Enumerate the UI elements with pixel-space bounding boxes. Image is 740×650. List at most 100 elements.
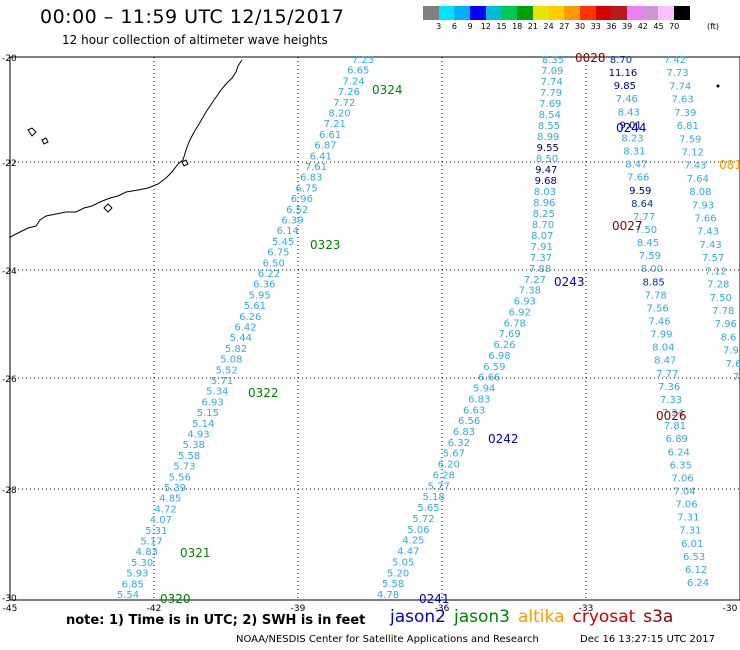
y-tick-label: -24 bbox=[2, 267, 17, 277]
swh-value: 7.37 bbox=[530, 253, 552, 264]
swh-value: 7.26 bbox=[338, 87, 360, 98]
swh-value: 5.58 bbox=[382, 579, 404, 590]
swh-value: 8.23 bbox=[621, 133, 643, 144]
swh-value: 8.55 bbox=[538, 121, 560, 132]
swh-value: 6.78 bbox=[504, 318, 526, 329]
colorbar-swatch bbox=[501, 6, 518, 20]
swh-value: 7.38 bbox=[519, 286, 541, 297]
pass-labels: 0320 0321 0322 0323 0324 0241 0242 0243 … bbox=[160, 51, 740, 606]
swh-value: 6.89 bbox=[666, 434, 688, 445]
swh-value: 5.18 bbox=[422, 492, 444, 503]
legend-entry: altika bbox=[518, 607, 565, 627]
colorbar-unit: (ft) bbox=[707, 22, 720, 31]
y-tick-label: -30 bbox=[2, 594, 17, 604]
pass-label: 0242 bbox=[488, 432, 519, 446]
wave-height-tracks: 7.236.657.247.267.728.207.216.616.876.41… bbox=[117, 55, 740, 601]
x-tick-label: -39 bbox=[291, 604, 306, 614]
swh-value: 5.31 bbox=[145, 526, 167, 537]
swh-value: 6.35 bbox=[670, 460, 692, 471]
swh-value: 7.61 bbox=[305, 162, 327, 173]
swh-value: 5.95 bbox=[248, 290, 270, 301]
colorbar-label: 36 bbox=[606, 22, 617, 31]
colorbar-swatch bbox=[548, 6, 565, 20]
swh-value: 7.69 bbox=[539, 99, 561, 110]
swh-value: 5.54 bbox=[117, 590, 139, 601]
swh-value: 9.85 bbox=[614, 81, 636, 92]
colorbar-label: 3 bbox=[436, 22, 442, 31]
swh-value: 8.08 bbox=[689, 187, 711, 198]
swh-value: 7.28 bbox=[707, 280, 729, 291]
swh-value: 5.30 bbox=[131, 558, 153, 569]
swh-value: 6.41 bbox=[310, 151, 332, 162]
swh-value: 6.98 bbox=[488, 351, 510, 362]
swh-value: 6.32 bbox=[448, 438, 470, 449]
swh-value: 7.74 bbox=[541, 77, 563, 88]
swh-value: 5.05 bbox=[392, 557, 414, 568]
swh-value: 4.25 bbox=[402, 536, 424, 547]
swh-value: 6.56 bbox=[458, 416, 480, 427]
swh-value: 7.24 bbox=[342, 76, 364, 87]
swh-value: 6.93 bbox=[514, 297, 536, 308]
swh-value: 4.72 bbox=[154, 504, 176, 515]
colorbar-label: 21 bbox=[527, 22, 538, 31]
y-tick-label: -22 bbox=[2, 159, 17, 169]
swh-value: 7.31 bbox=[677, 513, 699, 524]
colorbar-swatch bbox=[595, 6, 612, 20]
swh-value: 6.01 bbox=[681, 539, 703, 550]
swh-value: 6.83 bbox=[453, 427, 475, 438]
swh-value: 7.81 bbox=[664, 421, 686, 432]
satellite-legend: jason2 jason3 altika cryosat s3a bbox=[390, 607, 681, 627]
colorbar-label: 70 bbox=[669, 22, 680, 31]
swh-value: 6.53 bbox=[683, 552, 705, 563]
credit-line: NOAA/NESDIS Center for Satellite Applica… bbox=[236, 634, 539, 645]
colorbar-label: 27 bbox=[559, 22, 570, 31]
page-subtitle: 12 hour collection of altimeter wave hei… bbox=[62, 33, 328, 47]
swh-value: 5.14 bbox=[192, 419, 214, 430]
swh-value: 5.06 bbox=[407, 525, 429, 536]
swh-value: 7.77 bbox=[633, 212, 655, 223]
swh-value: 6.26 bbox=[239, 312, 261, 323]
swh-value: 7.23 bbox=[352, 55, 374, 66]
colorbar-swatch bbox=[454, 6, 471, 20]
colorbar-label: 39 bbox=[622, 22, 633, 31]
pass-label: 0324 bbox=[372, 83, 403, 97]
swh-value: 6.50 bbox=[263, 258, 285, 269]
swh-value: 8.03 bbox=[534, 187, 556, 198]
swh-value: 6.81 bbox=[677, 121, 699, 132]
colorbar-label: 12 bbox=[480, 22, 491, 31]
swh-value: 9.59 bbox=[629, 186, 651, 197]
swh-value: 7.9 bbox=[723, 346, 739, 357]
swh-value: 4.07 bbox=[150, 515, 172, 526]
swh-value: 7 bbox=[733, 372, 739, 383]
swh-value: 8.99 bbox=[537, 132, 559, 143]
swh-value: 6.85 bbox=[122, 579, 144, 590]
island bbox=[103, 203, 113, 213]
swh-value: 7.63 bbox=[671, 95, 693, 106]
swh-value: 7.46 bbox=[616, 94, 638, 105]
swh-value: 7.77 bbox=[656, 369, 678, 380]
swh-value: 8.85 bbox=[643, 277, 665, 288]
colorbar-swatch bbox=[517, 6, 533, 20]
swh-value: 8.25 bbox=[533, 209, 555, 220]
swh-value: 4.85 bbox=[159, 494, 181, 505]
y-axis-labels: -20 -22 -24 -26 -28 -30 bbox=[2, 54, 17, 604]
colorbar-swatch bbox=[674, 6, 690, 20]
x-tick-label: -30 bbox=[723, 604, 738, 614]
island bbox=[181, 159, 189, 167]
swh-value: 7.33 bbox=[660, 395, 682, 406]
swh-value: 6.93 bbox=[201, 397, 223, 408]
swh-value: 6.28 bbox=[433, 471, 455, 482]
swh-value: 8.31 bbox=[623, 147, 645, 158]
pass-label: 0027 bbox=[612, 219, 643, 233]
swh-value: 8.07 bbox=[531, 231, 553, 242]
swh-value: 7.36 bbox=[658, 382, 680, 393]
swh-value: 8.00 bbox=[641, 264, 663, 275]
swh-value: 5.65 bbox=[417, 503, 439, 514]
colorbar-swatch bbox=[564, 6, 580, 20]
swh-value: 7.43 bbox=[699, 240, 721, 251]
colorbar-swatch bbox=[642, 6, 659, 20]
swh-value: 6.24 bbox=[687, 578, 709, 589]
colorbar-swatch bbox=[423, 6, 439, 20]
